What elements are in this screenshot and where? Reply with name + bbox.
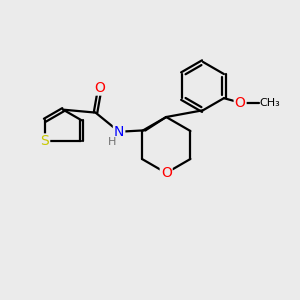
Text: O: O [235,96,245,110]
Text: H: H [107,137,116,147]
Text: N: N [114,125,124,139]
Text: S: S [40,134,49,148]
Text: O: O [161,166,172,180]
Text: O: O [94,81,105,94]
Text: CH₃: CH₃ [260,98,280,108]
